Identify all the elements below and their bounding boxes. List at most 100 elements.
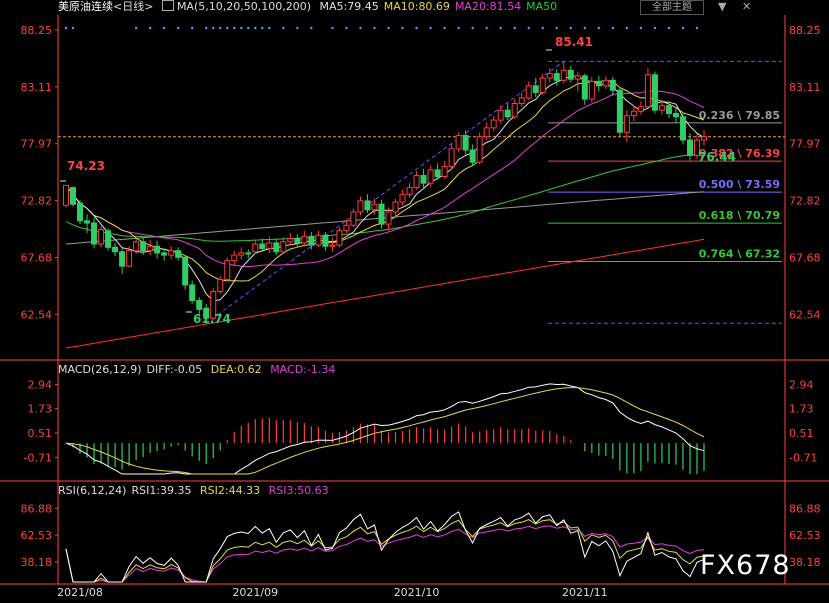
- event-marker-6: [190, 26, 194, 30]
- candle-body-38: [329, 244, 336, 247]
- fib-label-1: 0.382 \ 76.39: [699, 147, 780, 160]
- candle-body-24: [231, 254, 238, 262]
- rsi2-line: [65, 519, 705, 583]
- candle-body-68: [539, 77, 546, 93]
- candle-body-78: [609, 79, 616, 91]
- candle-body-40: [343, 224, 350, 232]
- candle-body-16: [175, 250, 182, 258]
- ma-indicator-icon[interactable]: [161, 0, 174, 11]
- event-marker-5: [176, 26, 180, 30]
- fib-label-2: 0.500 \ 73.59: [699, 178, 780, 191]
- rsi-tick-label-left-1: 62.53: [21, 529, 53, 542]
- x-tick-label-0: 2021/08: [57, 586, 103, 599]
- macd-tick-label-right-2: 0.51: [789, 427, 814, 440]
- collapse-icon[interactable]: ▼: [718, 0, 727, 13]
- event-marker-8: [212, 26, 215, 30]
- candle-body-42: [357, 200, 364, 213]
- candle-body-6: [105, 230, 112, 248]
- event-marker-13: [247, 26, 250, 30]
- event-marker-16: [268, 26, 271, 30]
- rsi3-value: RSI3:50.63: [268, 484, 329, 497]
- event-marker-10: [226, 26, 229, 30]
- candle-body-67: [532, 85, 539, 93]
- candle-body-77: [602, 79, 609, 87]
- candle-body-59: [476, 136, 483, 163]
- candle-body-62: [497, 109, 504, 121]
- candle-body-53: [434, 169, 441, 178]
- ma-value-1: MA10:80.69: [383, 0, 450, 13]
- candle-body-39: [336, 230, 343, 246]
- macd-value: MACD:-1.34: [270, 363, 336, 376]
- event-marker-41: [625, 26, 629, 30]
- x-tick-label-2: 2021/10: [394, 586, 440, 599]
- event-marker-40: [611, 26, 615, 30]
- event-marker-29: [457, 26, 460, 30]
- rsi-tick-label-right-0: 86.88: [789, 502, 821, 515]
- macd-tick-label-left-0: 2.94: [28, 379, 53, 392]
- candle-body-1: [70, 187, 77, 205]
- candle-body-49: [406, 187, 413, 195]
- candle-body-75: [588, 80, 595, 100]
- watermark-logo: FX678: [700, 550, 791, 581]
- candle-body-41: [350, 211, 357, 226]
- price-tick-label-right-0: 88.25: [789, 24, 821, 37]
- macd-diff-line: [65, 383, 705, 475]
- close-icon[interactable]: ✕: [742, 0, 752, 13]
- macd-tick-label-right-3: -0.71: [789, 451, 817, 464]
- event-marker-38: [583, 26, 587, 30]
- candle-body-45: [378, 203, 385, 225]
- candle-body-85: [658, 105, 665, 111]
- candle-body-21: [210, 291, 217, 319]
- price-tick-label-right-2: 77.97: [789, 138, 821, 151]
- event-marker-21: [345, 26, 348, 30]
- candle-body-11: [140, 241, 147, 252]
- event-marker-19: [310, 26, 313, 30]
- event-marker-20: [331, 26, 334, 30]
- candle-body-56: [455, 135, 462, 150]
- ma-value-2: MA20:81.54: [454, 0, 522, 13]
- candle-body-91: [701, 136, 707, 141]
- rsi-title: RSI(6,12,24): [58, 484, 127, 497]
- event-marker-9: [219, 26, 222, 30]
- event-marker-36: [555, 26, 558, 30]
- event-marker-46: [695, 26, 699, 30]
- candle-body-33: [294, 238, 301, 244]
- candle-body-23: [224, 260, 231, 280]
- candle-body-26: [245, 252, 252, 255]
- ma-label: MA(5,10,20,50,100,200): [176, 0, 311, 13]
- candle-body-28: [259, 243, 266, 249]
- candle-body-37: [322, 234, 329, 247]
- event-marker-23: [373, 26, 376, 30]
- theme-selector-button[interactable]: 全部主题: [640, 0, 704, 15]
- annotation-high-2: 85.41: [555, 35, 593, 49]
- candle-body-61: [490, 119, 497, 129]
- period-label[interactable]: <日线>: [113, 0, 154, 13]
- candle-body-83: [644, 74, 651, 108]
- rsi-tick-label-left-2: 38.18: [21, 556, 53, 569]
- event-marker-28: [443, 26, 446, 30]
- candle-body-43: [364, 200, 371, 211]
- candle-body-36: [315, 234, 322, 246]
- rsi2-value: RSI2:44.33: [200, 484, 261, 497]
- rsi-header: RSI(6,12,24) RSI1:39.35 RSI2:44.33 RSI3:5…: [58, 484, 334, 498]
- event-marker-27: [429, 26, 432, 30]
- event-marker-2: [134, 26, 138, 30]
- rsi1-value: RSI1:39.35: [131, 484, 192, 497]
- candle-body-63: [504, 109, 511, 118]
- candle-body-76: [595, 80, 602, 87]
- event-marker-35: [541, 26, 544, 30]
- candle-body-90: [693, 139, 700, 157]
- candle-body-66: [525, 85, 532, 99]
- event-marker-30: [471, 26, 474, 30]
- candle-body-79: [616, 89, 623, 133]
- candle-body-69: [546, 73, 553, 79]
- price-tick-label-left-5: 62.54: [21, 308, 53, 321]
- candle-body-10: [133, 241, 140, 252]
- fib-label-4: 0.764 \ 67.32: [699, 248, 780, 261]
- macd-tick-label-left-1: 1.73: [28, 403, 53, 416]
- candle-body-19: [196, 299, 203, 310]
- event-marker-18: [296, 26, 299, 30]
- candle-body-44: [371, 203, 378, 211]
- candle-body-84: [651, 74, 658, 111]
